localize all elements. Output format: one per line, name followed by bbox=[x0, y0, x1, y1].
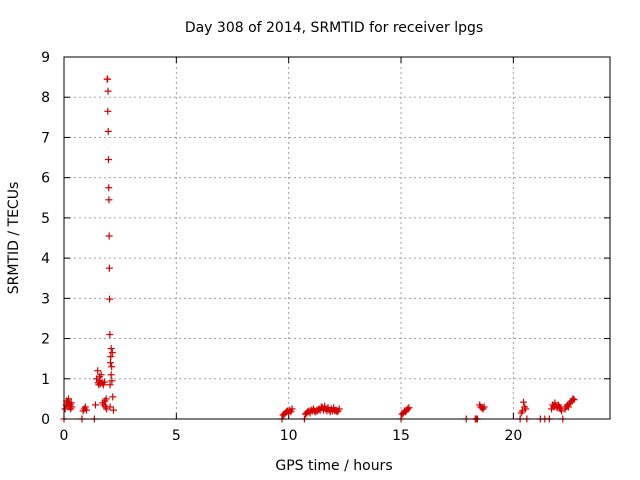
data-point bbox=[404, 405, 412, 413]
data-point bbox=[106, 295, 114, 303]
data-point bbox=[105, 232, 113, 240]
chart-title: Day 308 of 2014, SRMTID for receiver lpg… bbox=[185, 20, 483, 36]
data-point bbox=[519, 398, 527, 406]
data-point bbox=[94, 367, 102, 375]
y-tick-label: 6 bbox=[41, 171, 50, 187]
data-point bbox=[106, 331, 114, 339]
y-tick-label: 0 bbox=[41, 412, 50, 428]
data-point bbox=[105, 196, 113, 204]
data-point bbox=[335, 405, 343, 413]
data-point bbox=[107, 371, 115, 379]
data-point bbox=[104, 87, 112, 95]
data-point bbox=[288, 405, 296, 413]
y-tick-label: 1 bbox=[41, 372, 50, 388]
data-point bbox=[109, 406, 117, 414]
x-axis-label: GPS time / hours bbox=[275, 458, 392, 474]
data-point bbox=[522, 405, 530, 413]
data-point bbox=[91, 401, 99, 409]
x-tick-label: 10 bbox=[280, 428, 298, 444]
data-point bbox=[68, 403, 76, 411]
y-tick-label: 8 bbox=[41, 90, 50, 106]
data-point bbox=[107, 345, 115, 353]
data-point bbox=[108, 377, 116, 385]
x-tick-label: 15 bbox=[392, 428, 410, 444]
y-tick-label: 4 bbox=[41, 251, 50, 267]
data-point bbox=[104, 107, 112, 115]
grid bbox=[64, 57, 610, 419]
data-point bbox=[82, 406, 90, 414]
data-point bbox=[104, 156, 112, 164]
data-point bbox=[405, 404, 413, 412]
y-axis-label: SRMTID / TECUs bbox=[6, 182, 22, 295]
data-point bbox=[100, 378, 108, 386]
x-tick-labels: 0 5 10 15 20 bbox=[60, 428, 523, 444]
data-point bbox=[105, 264, 113, 272]
data-point bbox=[67, 399, 75, 407]
y-tick-label: 5 bbox=[41, 211, 50, 227]
x-tick-label: 0 bbox=[60, 428, 69, 444]
plot-frame bbox=[63, 56, 611, 420]
data-point bbox=[108, 349, 116, 357]
y-tick-label: 7 bbox=[41, 130, 50, 146]
data-points bbox=[60, 75, 578, 423]
data-point bbox=[108, 363, 116, 371]
data-point bbox=[104, 75, 112, 83]
data-point bbox=[107, 359, 115, 367]
data-point bbox=[570, 396, 578, 404]
axis-ticks bbox=[63, 56, 610, 420]
y-tick-label: 3 bbox=[41, 291, 50, 307]
data-point bbox=[106, 381, 114, 389]
y-tick-labels: 0 1 2 3 4 5 6 7 8 9 bbox=[41, 50, 50, 428]
data-point bbox=[81, 403, 89, 411]
data-point bbox=[102, 395, 110, 403]
y-tick-label: 2 bbox=[41, 332, 50, 348]
data-point bbox=[564, 403, 572, 411]
data-point bbox=[109, 393, 117, 401]
data-point bbox=[480, 403, 488, 411]
data-point bbox=[97, 371, 105, 379]
data-point bbox=[107, 353, 115, 361]
data-point bbox=[106, 403, 114, 411]
data-point bbox=[105, 184, 113, 192]
x-tick-label: 5 bbox=[172, 428, 181, 444]
data-point bbox=[569, 395, 577, 403]
data-point bbox=[104, 127, 112, 135]
x-tick-label: 20 bbox=[504, 428, 522, 444]
y-tick-label: 9 bbox=[41, 50, 50, 66]
